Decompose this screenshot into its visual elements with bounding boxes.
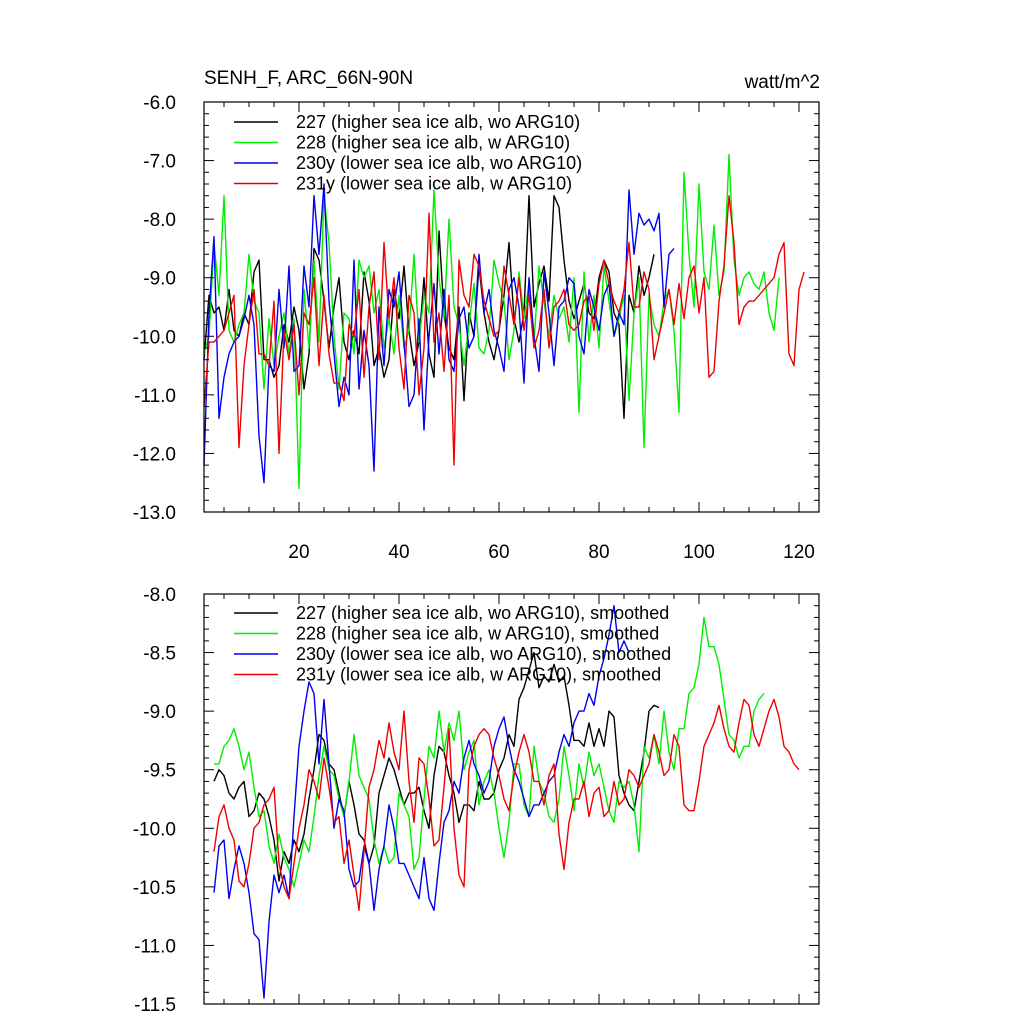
figure-title: SENH_F, ARC_66N-90N bbox=[204, 68, 413, 89]
bottom-chart-panel: 227 (higher sea ice alb, wo ARG10), smoo… bbox=[133, 585, 820, 1016]
top-xtick-label: 120 bbox=[783, 542, 815, 563]
top-xtick-label: 40 bbox=[388, 542, 409, 563]
bottom-legend-label-2: 228 (higher sea ice alb, w ARG10), smoot… bbox=[296, 624, 659, 644]
bottom-ytick-label: -11.0 bbox=[134, 936, 176, 957]
top-series-line-2 bbox=[203, 153, 780, 490]
top-ytick-label: -10.0 bbox=[133, 327, 176, 348]
bottom-ytick-label: -9.0 bbox=[143, 702, 176, 723]
bottom-ytick-label: -11.5 bbox=[134, 995, 176, 1016]
bottom-legend-label-3: 230y (lower sea ice alb, wo ARG10), smoo… bbox=[296, 644, 671, 664]
top-series-line-1 bbox=[203, 194, 655, 419]
bottom-legend-label-1: 227 (higher sea ice alb, wo ARG10), smoo… bbox=[296, 603, 669, 623]
bottom-series-line-4 bbox=[213, 698, 800, 911]
top-xtick-label: 100 bbox=[683, 542, 715, 563]
top-legend-label-1: 227 (higher sea ice alb, wo ARG10) bbox=[296, 112, 580, 132]
top-xtick-label: 60 bbox=[488, 542, 509, 563]
top-legend-label-4: 231y (lower sea ice alb, w ARG10) bbox=[296, 174, 572, 194]
bottom-series-line-1 bbox=[213, 651, 660, 882]
top-chart-panel: 227 (higher sea ice alb, wo ARG10)228 (h… bbox=[133, 93, 820, 563]
bottom-series-line-3 bbox=[213, 605, 630, 999]
top-ytick-label: -12.0 bbox=[133, 444, 176, 465]
top-ytick-label: -11.0 bbox=[134, 386, 176, 407]
top-xtick-label: 20 bbox=[288, 542, 309, 563]
top-ytick-label: -6.0 bbox=[143, 93, 176, 114]
bottom-ytick-label: -9.5 bbox=[143, 761, 176, 782]
bottom-ytick-label: -8.5 bbox=[143, 644, 176, 665]
bottom-ytick-label: -10.5 bbox=[133, 878, 176, 899]
top-xtick-label: 80 bbox=[588, 542, 609, 563]
bottom-legend-label-4: 231y (lower sea ice alb, w ARG10), smoot… bbox=[296, 665, 661, 685]
top-series-line-4 bbox=[203, 194, 805, 466]
top-legend-label-3: 230y (lower sea ice alb, wo ARG10) bbox=[296, 153, 582, 173]
top-chart-legend: 227 (higher sea ice alb, wo ARG10)228 (h… bbox=[234, 112, 582, 194]
top-chart-frame bbox=[203, 101, 820, 513]
top-ytick-label: -7.0 bbox=[143, 152, 176, 173]
bottom-series-line-2 bbox=[214, 616, 765, 888]
top-legend-label-2: 228 (higher sea ice alb, w ARG10) bbox=[296, 133, 570, 153]
bottom-ytick-label: -10.0 bbox=[133, 819, 176, 840]
top-ytick-label: -8.0 bbox=[143, 210, 176, 231]
bottom-ytick-label: -8.0 bbox=[143, 585, 176, 606]
top-ytick-label: -13.0 bbox=[133, 503, 176, 524]
top-ytick-label: -9.0 bbox=[143, 269, 176, 290]
units-label: watt/m^2 bbox=[744, 72, 820, 93]
bottom-chart-frame bbox=[203, 593, 820, 1005]
bottom-chart-legend: 227 (higher sea ice alb, wo ARG10), smoo… bbox=[234, 603, 671, 685]
